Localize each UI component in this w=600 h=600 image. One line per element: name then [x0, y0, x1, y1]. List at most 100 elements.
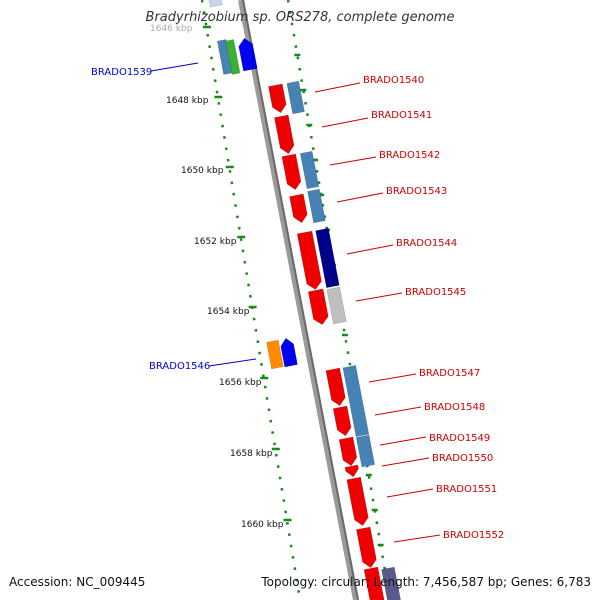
kbp-label: 1658 kbp [230, 449, 273, 459]
gene-feature [280, 337, 298, 368]
gene-feature [346, 476, 369, 526]
gene-feature-shape [266, 339, 284, 370]
kbp-label: 1652 kbp [194, 237, 237, 247]
gene-feature-shape [268, 83, 287, 114]
gene-feature [356, 526, 377, 568]
gene-feature-shape [307, 288, 329, 326]
gene-label[interactable]: BRADO1545 [405, 287, 466, 298]
gene-feature-shape [355, 434, 375, 468]
gene-feature [268, 83, 287, 114]
track-lines [200, 0, 392, 600]
gene-feature [207, 0, 223, 8]
gene-feature [266, 339, 284, 370]
gene-label[interactable]: BRADO1543 [386, 186, 447, 197]
gene-label[interactable]: BRADO1550 [432, 453, 493, 464]
gene-feature [225, 39, 241, 75]
gene-label[interactable]: BRADO1541 [371, 110, 432, 121]
gene-feature [307, 188, 326, 224]
accession-text: Accession: NC_009445 [9, 575, 146, 589]
gene-label[interactable]: BRADO1540 [363, 75, 424, 86]
track-line [286, 0, 392, 600]
label-connector [314, 82, 361, 93]
gene-feature [381, 566, 402, 600]
gene-feature-shape [325, 367, 346, 407]
kbp-label: 1656 kbp [219, 378, 262, 388]
gene-label[interactable]: BRADO1546 [149, 361, 210, 372]
gene-feature-shape [238, 37, 258, 72]
gene-feature-shape [281, 153, 302, 191]
gene-feature [355, 434, 375, 468]
gene-feature [281, 153, 302, 191]
gene-feature-shape [338, 436, 358, 467]
gene-label[interactable]: BRADO1552 [443, 530, 504, 541]
label-connector [355, 292, 403, 302]
page-title: Bradyrhizobium sp. ORS278, complete geno… [145, 10, 455, 25]
label-connector [329, 156, 377, 166]
gene-feature-shape [307, 188, 326, 224]
label-connector [150, 62, 199, 72]
gene-feature [338, 436, 358, 467]
gene-feature-shape [356, 526, 377, 568]
gene-feature-shape [381, 566, 402, 600]
gene-feature [300, 150, 320, 190]
kbp-label: 1660 kbp [241, 520, 284, 530]
track-line [200, 0, 302, 600]
gene-feature [325, 367, 346, 407]
backbone-line [238, 0, 359, 600]
label-connector [374, 406, 422, 416]
topology-text: Topology: circular; Length: 7,456,587 bp… [261, 575, 591, 589]
gene-feature [238, 37, 258, 72]
kbp-label: 1648 kbp [166, 96, 209, 106]
gene-labels: BRADO1539 BRADO1540 BRADO1541 BRADO1542 … [91, 67, 504, 541]
gene-feature-shape [280, 337, 298, 368]
gene-feature-shape [346, 476, 369, 526]
gene-label[interactable]: BRADO1548 [424, 402, 485, 413]
gene-feature-shape [326, 286, 347, 325]
gene-feature-shape [344, 464, 359, 478]
kbp-labels: 1646 kbp 1648 kbp 1650 kbp 1652 kbp 1654… [150, 24, 284, 530]
gene-feature [363, 566, 385, 600]
gene-label[interactable]: BRADO1539 [91, 67, 152, 78]
label-connector [336, 192, 384, 203]
gene-feature-shape [332, 405, 352, 437]
gene-feature [342, 365, 370, 437]
kbp-label: 1654 kbp [207, 307, 250, 317]
gene-feature-shape [315, 228, 340, 288]
gene-feature [315, 228, 340, 288]
label-connector [368, 373, 417, 383]
label-connector [393, 534, 441, 543]
kbp-label: 1650 kbp [181, 166, 224, 176]
gene-feature-shape [342, 365, 370, 437]
gene-feature-shape [300, 150, 320, 190]
gene-label[interactable]: BRADO1549 [429, 433, 490, 444]
gene-label[interactable]: BRADO1544 [396, 238, 457, 249]
kbp-label: 1646 kbp [150, 24, 193, 34]
gene-feature-shape [225, 39, 241, 75]
label-connector [386, 488, 434, 498]
gene-label[interactable]: BRADO1551 [436, 484, 497, 495]
gene-feature-shape [274, 114, 295, 155]
gene-label[interactable]: BRADO1547 [419, 368, 480, 379]
gene-feature [332, 405, 352, 437]
gene-label[interactable]: BRADO1542 [379, 150, 440, 161]
gene-features [207, 0, 402, 600]
gene-feature [274, 114, 295, 155]
label-connector [381, 457, 430, 467]
gene-feature-shape [286, 80, 305, 115]
label-connector [379, 436, 427, 446]
label-connector [321, 117, 369, 128]
gene-feature-shape [363, 566, 385, 600]
gene-feature [344, 464, 359, 478]
gene-feature-shape [296, 230, 322, 290]
label-connectors [150, 62, 441, 543]
label-connector [208, 358, 257, 367]
gene-feature [289, 193, 308, 224]
backbone-shadow [242, 0, 359, 600]
gene-feature-shape [207, 0, 223, 8]
genome-backbone [238, 0, 359, 600]
gene-feature [326, 286, 347, 325]
gene-feature [286, 80, 305, 115]
label-connector [346, 244, 394, 255]
